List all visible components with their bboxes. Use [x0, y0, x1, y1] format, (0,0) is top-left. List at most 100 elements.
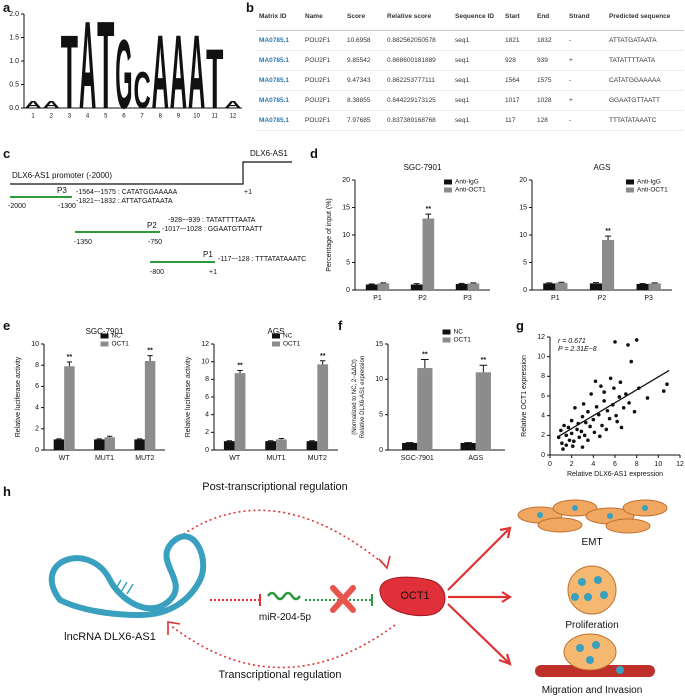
- bar: [306, 441, 318, 450]
- y-tick-label: 8: [205, 376, 209, 383]
- table-cell: -: [566, 110, 606, 131]
- x-tick-label: 8: [159, 114, 163, 120]
- legend-label: OCT1: [454, 337, 472, 344]
- scatter-point: [593, 379, 598, 384]
- y-tick-label: 10: [201, 359, 209, 366]
- table-cell: seq1: [452, 70, 502, 91]
- y-tick-label: 12: [201, 341, 209, 348]
- error-bar: [320, 360, 326, 365]
- header-cell[interactable]: Predicted sequence: [606, 2, 684, 31]
- matrix-id-link[interactable]: MA0785.1: [256, 50, 302, 71]
- scatter-point: [569, 431, 574, 436]
- bar: [53, 439, 65, 450]
- promoter-line: [10, 161, 292, 185]
- fragment-start: -2000: [8, 203, 26, 210]
- table-row: MA0785.1 POU2F1 8.38855 0.844229173125 seq1 1…: [256, 90, 684, 111]
- table-cell: 0.882562050578: [384, 30, 452, 51]
- nucleus: [586, 656, 594, 664]
- bar: [543, 283, 556, 290]
- error-bar: [425, 213, 432, 219]
- nucleus: [537, 512, 543, 518]
- legend-swatch: [626, 187, 634, 193]
- x-tick-label: P1: [373, 295, 382, 302]
- scatter-point: [604, 427, 609, 432]
- header-cell[interactable]: Sequence ID: [452, 2, 502, 31]
- y-tick-label: 0.5: [9, 81, 19, 88]
- scatter-point: [617, 395, 622, 399]
- scatter-point: [591, 417, 596, 422]
- header-cell[interactable]: Matrix ID: [256, 2, 302, 31]
- y-tick-label: 4: [541, 413, 545, 420]
- motif-table: Matrix ID Name Score Relative score Sequence…: [256, 2, 684, 131]
- matrix-id-link[interactable]: MA0785.1: [256, 110, 302, 131]
- error-bar: [96, 438, 102, 440]
- x-tick-label: 6: [613, 461, 617, 468]
- scatter-point: [607, 416, 612, 421]
- panel-label: b: [246, 0, 254, 15]
- proliferation-cells: [567, 565, 617, 615]
- x-tick-label: P2: [418, 295, 427, 302]
- table-cell: seq1: [452, 110, 502, 131]
- x-tick-label: 3: [68, 114, 72, 120]
- matrix-id-link[interactable]: MA0785.1: [256, 90, 302, 111]
- scatter-point: [612, 386, 616, 390]
- x-tick-label: 10: [654, 461, 662, 468]
- scatter-point: [559, 428, 563, 433]
- x-tick-label: 12: [230, 114, 237, 120]
- chart-title: AGS: [594, 163, 611, 172]
- header-cell[interactable]: Relative score: [384, 2, 452, 31]
- header-cell[interactable]: Score: [344, 2, 384, 31]
- x-tick-label: 9: [177, 114, 181, 120]
- table-cell: 7.97685: [344, 110, 384, 131]
- nucleus: [594, 576, 602, 584]
- y-tick-label: 4: [205, 412, 209, 419]
- panel-label: d: [310, 146, 318, 161]
- lncrna-label: lncRNA DLX6-AS1: [64, 631, 156, 643]
- x-tick-label: 5: [104, 114, 108, 120]
- error-bar: [368, 283, 375, 285]
- logo-letter: A: [224, 100, 241, 111]
- bar: [402, 442, 418, 450]
- table-row: MA0785.1 POU2F1 7.97685 0.837389168768 seq1 1…: [256, 110, 684, 131]
- chart-title: SGC-7901: [86, 327, 124, 336]
- error-bar: [558, 281, 565, 283]
- legend-label: Anti-OCT1: [455, 187, 486, 194]
- bar: [555, 282, 568, 290]
- matrix-id-link[interactable]: MA0785.1: [256, 70, 302, 91]
- header-cell[interactable]: Name: [302, 2, 344, 31]
- logo-letter: A: [24, 100, 41, 111]
- y-tick-label: 2: [541, 432, 545, 439]
- x-tick-label: 7: [140, 114, 144, 120]
- fragment-name: P1: [203, 250, 213, 259]
- error-bar: [107, 435, 113, 438]
- table-cell: seq1: [452, 50, 502, 71]
- y-tick-label: 10: [375, 376, 383, 383]
- trend-line: [558, 369, 670, 437]
- y-axis-label: Relative OCT1 expression: [521, 355, 528, 437]
- x-tick-label: MUT2: [308, 455, 327, 462]
- bar: [223, 441, 235, 450]
- header-cell[interactable]: End: [534, 2, 566, 31]
- nucleus: [600, 591, 608, 599]
- significance-label: **: [237, 363, 243, 370]
- x-tick-label: AGS: [468, 455, 483, 462]
- table-cell: 10.6958: [344, 30, 384, 51]
- significance-label: **: [426, 206, 432, 213]
- header-cell[interactable]: Strand: [566, 2, 606, 31]
- binding-site: -117~-128 : TTTATATAAATC: [218, 256, 306, 263]
- matrix-id-link[interactable]: MA0785.1: [256, 30, 302, 51]
- legend-label: NC: [112, 333, 122, 340]
- panel-label: e: [3, 318, 10, 333]
- scatter-point: [564, 443, 569, 447]
- table-cell: POU2F1: [302, 110, 344, 131]
- x-tick-label: 6: [122, 114, 126, 120]
- bar: [317, 364, 329, 450]
- scatter-point: [573, 406, 577, 410]
- x-tick-label: 2: [570, 461, 574, 468]
- bar: [104, 437, 115, 450]
- logo-letter: A: [43, 100, 60, 111]
- legend-label: Anti-OCT1: [637, 187, 668, 194]
- header-cell[interactable]: Start: [502, 2, 534, 31]
- error-bar: [592, 282, 599, 284]
